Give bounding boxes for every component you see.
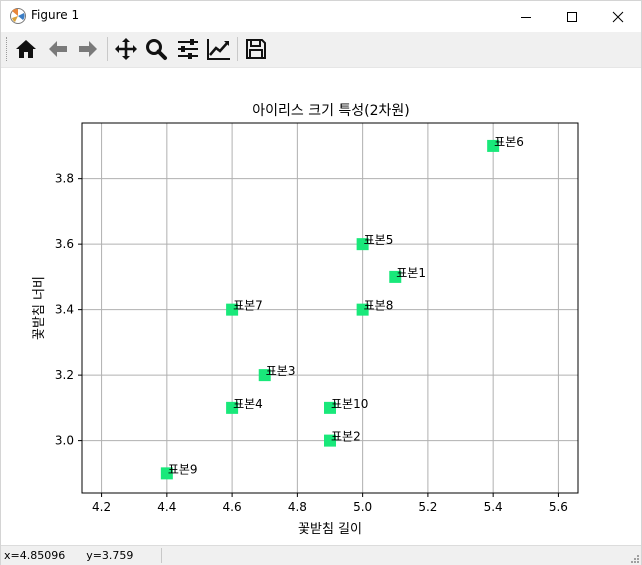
save-button[interactable] (242, 35, 270, 63)
maximize-icon (567, 11, 577, 22)
x-axis-label: 꽃받침 길이 (298, 522, 362, 537)
scatter-point (226, 401, 239, 414)
y-tick-label: 3.4 (55, 303, 74, 317)
figure-canvas[interactable]: 아이리스 크기 특성(2차원) 4.2 4.4 4.6 4.8 5.0 5.2 5.4 5.6… (1, 68, 641, 545)
x-tick-label: 4.6 (223, 500, 242, 514)
scatter-point (258, 369, 271, 382)
back-arrow-icon (49, 41, 67, 57)
pan-button[interactable] (112, 35, 140, 63)
point-label: 표본10 (331, 397, 368, 411)
minimize-button[interactable] (503, 1, 549, 32)
x-tick-label: 5.6 (549, 500, 568, 514)
resize-grip-icon[interactable] (629, 553, 639, 563)
edit-axes-button[interactable] (205, 35, 233, 63)
x-tick-label: 4.4 (157, 500, 176, 514)
points-layer: 표본1 표본2 표본3 표본4 표본5 표본6 표본7 표본8 표본9 표본10 (160, 135, 524, 480)
zoom-button[interactable] (142, 35, 170, 63)
zoom-icon (146, 39, 167, 60)
close-button[interactable] (595, 1, 641, 32)
scatter-point (356, 303, 369, 316)
status-bar: x=4.85096 y=3.759 (1, 545, 641, 565)
scatter-point (226, 303, 239, 316)
home-button[interactable] (12, 35, 40, 63)
title-bar: Figure 1 (1, 1, 641, 32)
scatter-point (324, 401, 336, 414)
x-tick-label: 4.2 (92, 500, 111, 514)
back-button[interactable] (44, 35, 72, 63)
point-label: 표본3 (266, 364, 296, 378)
chart-title: 아이리스 크기 특성(2차원) (252, 103, 410, 119)
x-tick-label: 4.8 (288, 500, 307, 514)
close-icon (612, 11, 624, 22)
status-divider (161, 548, 162, 563)
point-label: 표본1 (396, 266, 426, 280)
x-tick-label: 5.4 (484, 500, 503, 514)
scatter-chart: 아이리스 크기 특성(2차원) 4.2 4.4 4.6 4.8 5.0 5.2 5.4 5.6… (32, 103, 579, 537)
y-axis-label: 꽃받침 너비 (32, 276, 47, 340)
navigation-toolbar (1, 32, 641, 68)
point-label: 표본5 (364, 233, 394, 247)
matplotlib-logo-icon (9, 7, 27, 25)
edit-axes-icon (207, 39, 230, 60)
axis-layer: 4.2 4.4 4.6 4.8 5.0 5.2 5.4 5.6 3.0 3.2 3.4 3.6 3.8 (55, 172, 568, 514)
point-label: 표본8 (364, 299, 394, 313)
scatter-point (356, 238, 369, 251)
toolbar-separator (107, 37, 108, 61)
x-tick-label: 5.2 (418, 500, 437, 514)
minimize-icon (521, 16, 531, 18)
point-label: 표본9 (168, 462, 198, 476)
scatter-point (487, 139, 500, 152)
window-title: Figure 1 (31, 8, 80, 22)
toolbar-separator (237, 37, 238, 61)
subplots-icon (178, 39, 198, 59)
point-label: 표본4 (233, 397, 263, 411)
point-label: 표본7 (233, 299, 263, 313)
scatter-point (324, 434, 336, 447)
forward-button[interactable] (74, 35, 102, 63)
toolbar-grip[interactable] (6, 37, 9, 61)
subplots-button[interactable] (174, 35, 202, 63)
maximize-button[interactable] (549, 1, 595, 32)
pan-icon (115, 38, 137, 60)
home-icon (16, 40, 36, 58)
forward-arrow-icon (79, 41, 97, 57)
y-tick-label: 3.0 (55, 434, 74, 448)
x-tick-label: 5.0 (353, 500, 372, 514)
y-tick-label: 3.8 (55, 172, 74, 186)
y-tick-label: 3.2 (55, 368, 74, 382)
scatter-point (389, 270, 402, 283)
point-label: 표본6 (494, 135, 524, 149)
axes-frame (81, 122, 579, 494)
point-label: 표본2 (331, 430, 361, 444)
y-tick-label: 3.6 (55, 237, 74, 251)
cursor-coordinates: x=4.85096 y=3.759 (4, 549, 134, 562)
scatter-point (160, 467, 173, 480)
save-icon (246, 39, 266, 59)
